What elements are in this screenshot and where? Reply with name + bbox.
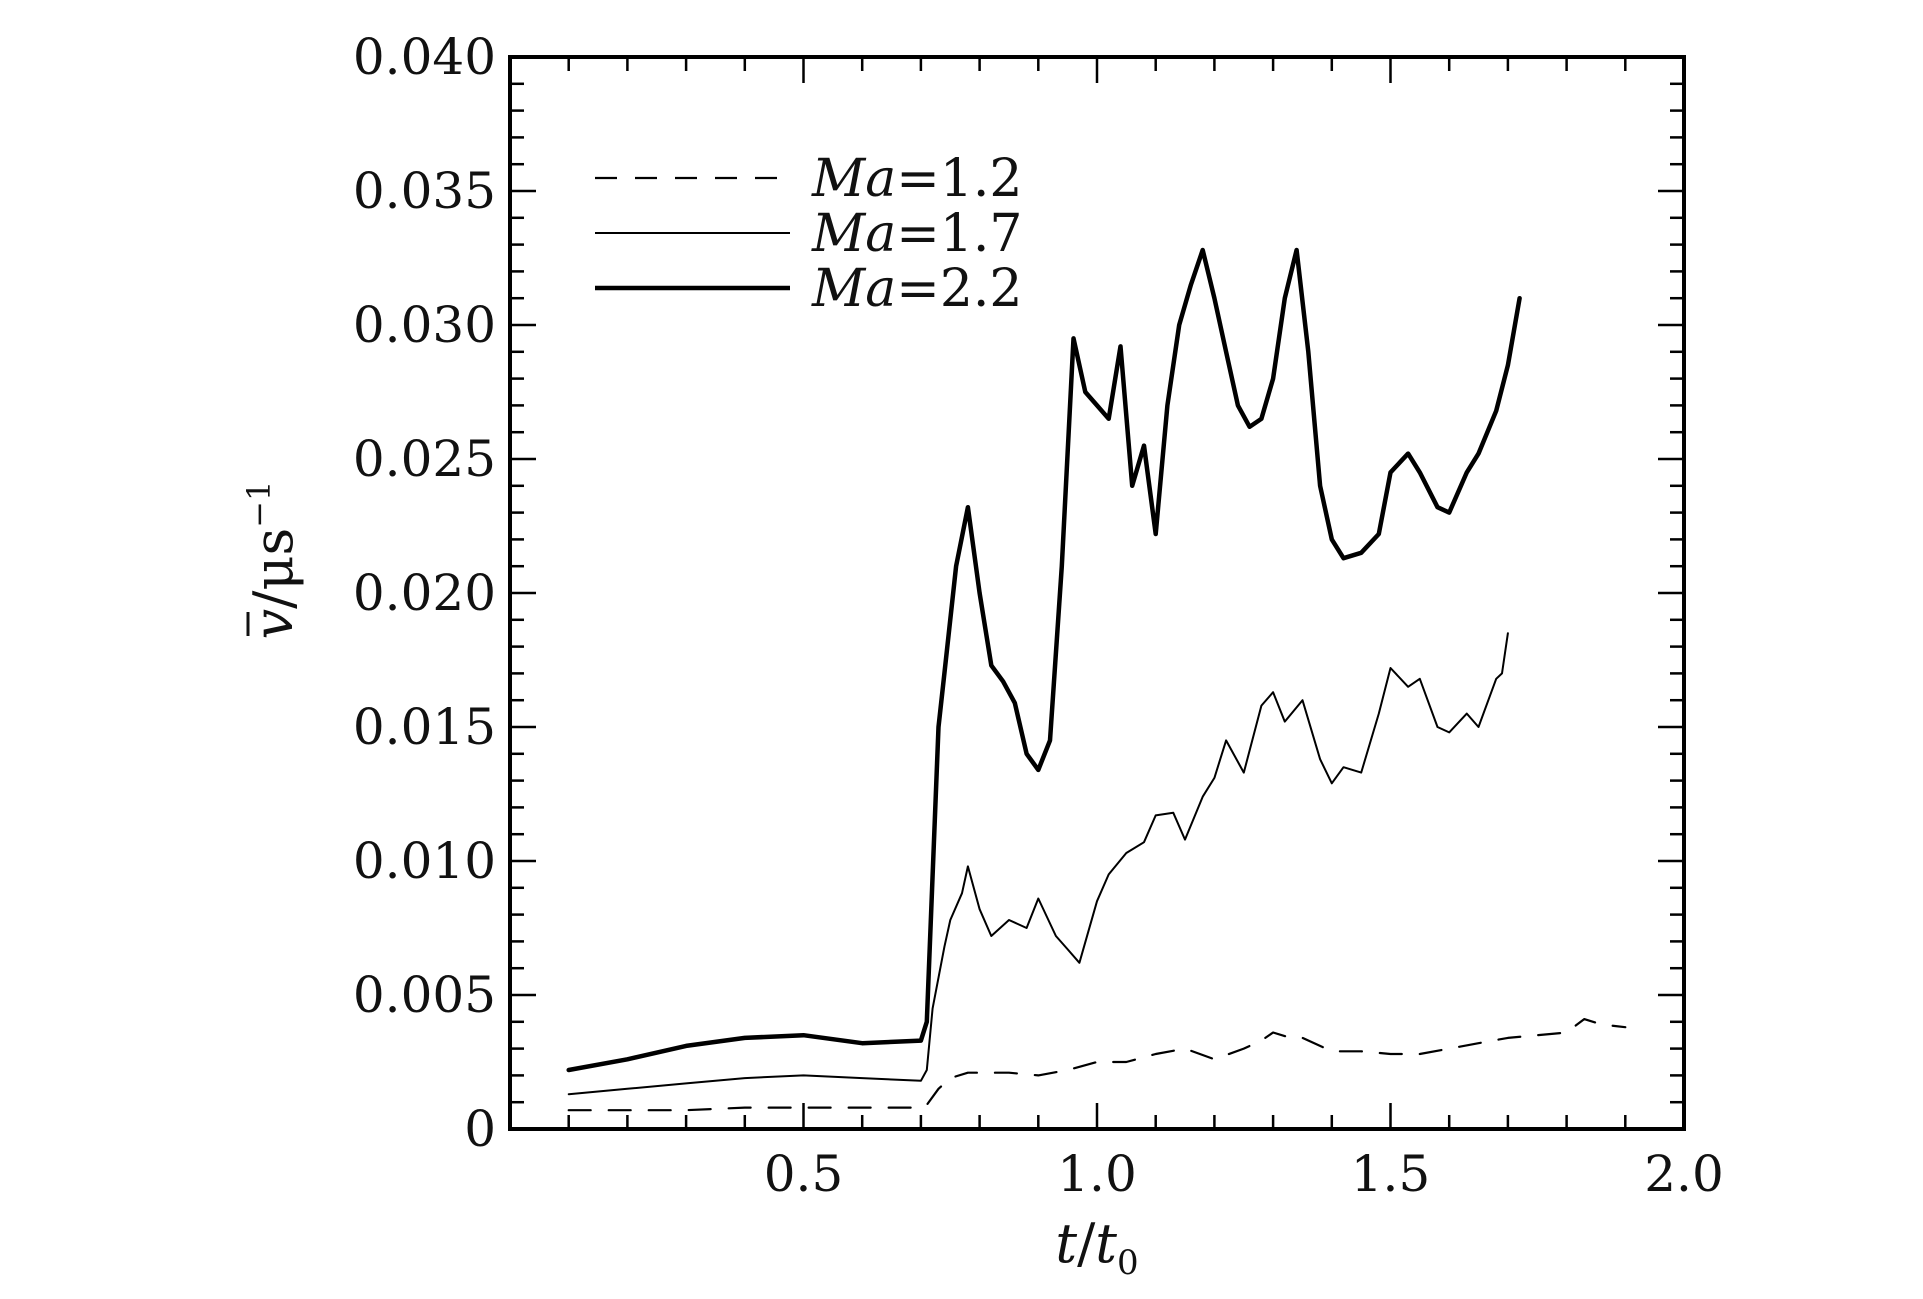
legend-label: Ma=1.2 [811, 149, 1023, 209]
y-tick-label: 0.035 [353, 162, 496, 220]
y-tick-label: 0.025 [353, 430, 496, 488]
series-line-ma-1-2 [567, 1017, 1627, 1112]
y-tick-label: 0.030 [353, 296, 496, 354]
y-axis-label: v/μs−1 [240, 481, 305, 640]
series-line-ma-2-2 [566, 247, 1522, 1073]
legend-label-value: =1.2 [896, 149, 1022, 209]
legend-label-value: =2.2 [896, 259, 1022, 319]
x-axis-label-sub: 0 [1117, 1243, 1139, 1283]
legend-label-symbol: Ma [811, 204, 896, 264]
y-axis-label-unit: /μs [242, 528, 305, 609]
x-tick-label: 1.0 [1057, 1145, 1137, 1203]
legend-label-symbol: Ma [811, 259, 896, 319]
y-tick-label: 0 [464, 1100, 496, 1158]
series-line-ma-1-7 [567, 632, 1509, 1096]
y-tick-label: 0.040 [353, 28, 496, 86]
legend-label-value: =1.7 [896, 204, 1022, 264]
x-tick-label: 1.5 [1351, 1145, 1431, 1203]
x-axis-label-var2: t [1095, 1212, 1117, 1275]
legend-label-symbol: Ma [811, 149, 896, 209]
x-axis-label: t/t0 [1055, 1212, 1138, 1283]
legend: Ma=1.2Ma=1.7Ma=2.2 [595, 149, 1023, 319]
x-axis-label-slash: / [1077, 1212, 1096, 1275]
tick-labels-layer: 0.5 1.0 1.5 2.0 0 0.005 0.010 0.015 0.020 0.025 0.… [353, 28, 1724, 1203]
y-axis-label-exp: −1 [240, 481, 278, 528]
y-tick-label: 0.010 [353, 832, 496, 890]
x-tick-label: 2.0 [1644, 1145, 1724, 1203]
legend-label: Ma=2.2 [811, 259, 1023, 319]
ticks-layer [508, 55, 1686, 1131]
series-layer [566, 247, 1627, 1112]
y-axis-label-group: v/μs−1 [240, 481, 305, 640]
x-tick-label: 0.5 [764, 1145, 844, 1203]
plot-frame [508, 55, 1686, 1131]
x-axis-label-var: t [1055, 1212, 1077, 1275]
legend-label: Ma=1.7 [811, 204, 1023, 264]
y-tick-label: 0.020 [353, 564, 496, 622]
y-tick-label: 0.005 [353, 966, 496, 1024]
y-axis-label-symbol: v [242, 609, 305, 640]
y-tick-label: 0.015 [353, 698, 496, 756]
